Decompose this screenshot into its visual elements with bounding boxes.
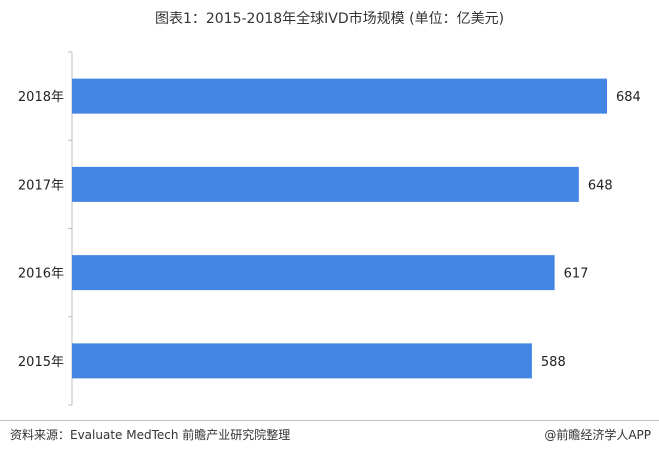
- category-label: 2017年: [18, 178, 64, 193]
- category-label: 2015年: [18, 355, 64, 370]
- source-note: 资料来源：Evaluate MedTech 前瞻产业研究院整理: [10, 428, 291, 442]
- category-label: 2016年: [18, 267, 64, 282]
- bar: [72, 78, 607, 114]
- footer: 资料来源：Evaluate MedTech 前瞻产业研究院整理 @前瞻经济学人A…: [0, 420, 659, 453]
- category-label: 2018年: [18, 90, 64, 105]
- value-label: 648: [588, 178, 613, 193]
- value-label: 684: [616, 90, 641, 105]
- bar: [72, 166, 579, 202]
- bar: [72, 343, 532, 379]
- plot-area: 2018年 684 2017年 648 2016年 617 2015年 588: [18, 51, 641, 406]
- value-label: 588: [541, 355, 566, 370]
- value-label: 617: [564, 267, 589, 282]
- chart-title: 图表1：2015-2018年全球IVD市场规模 (单位：亿美元): [154, 11, 505, 27]
- bar: [72, 255, 555, 291]
- credit-note: @前瞻经济学人APP: [544, 428, 651, 442]
